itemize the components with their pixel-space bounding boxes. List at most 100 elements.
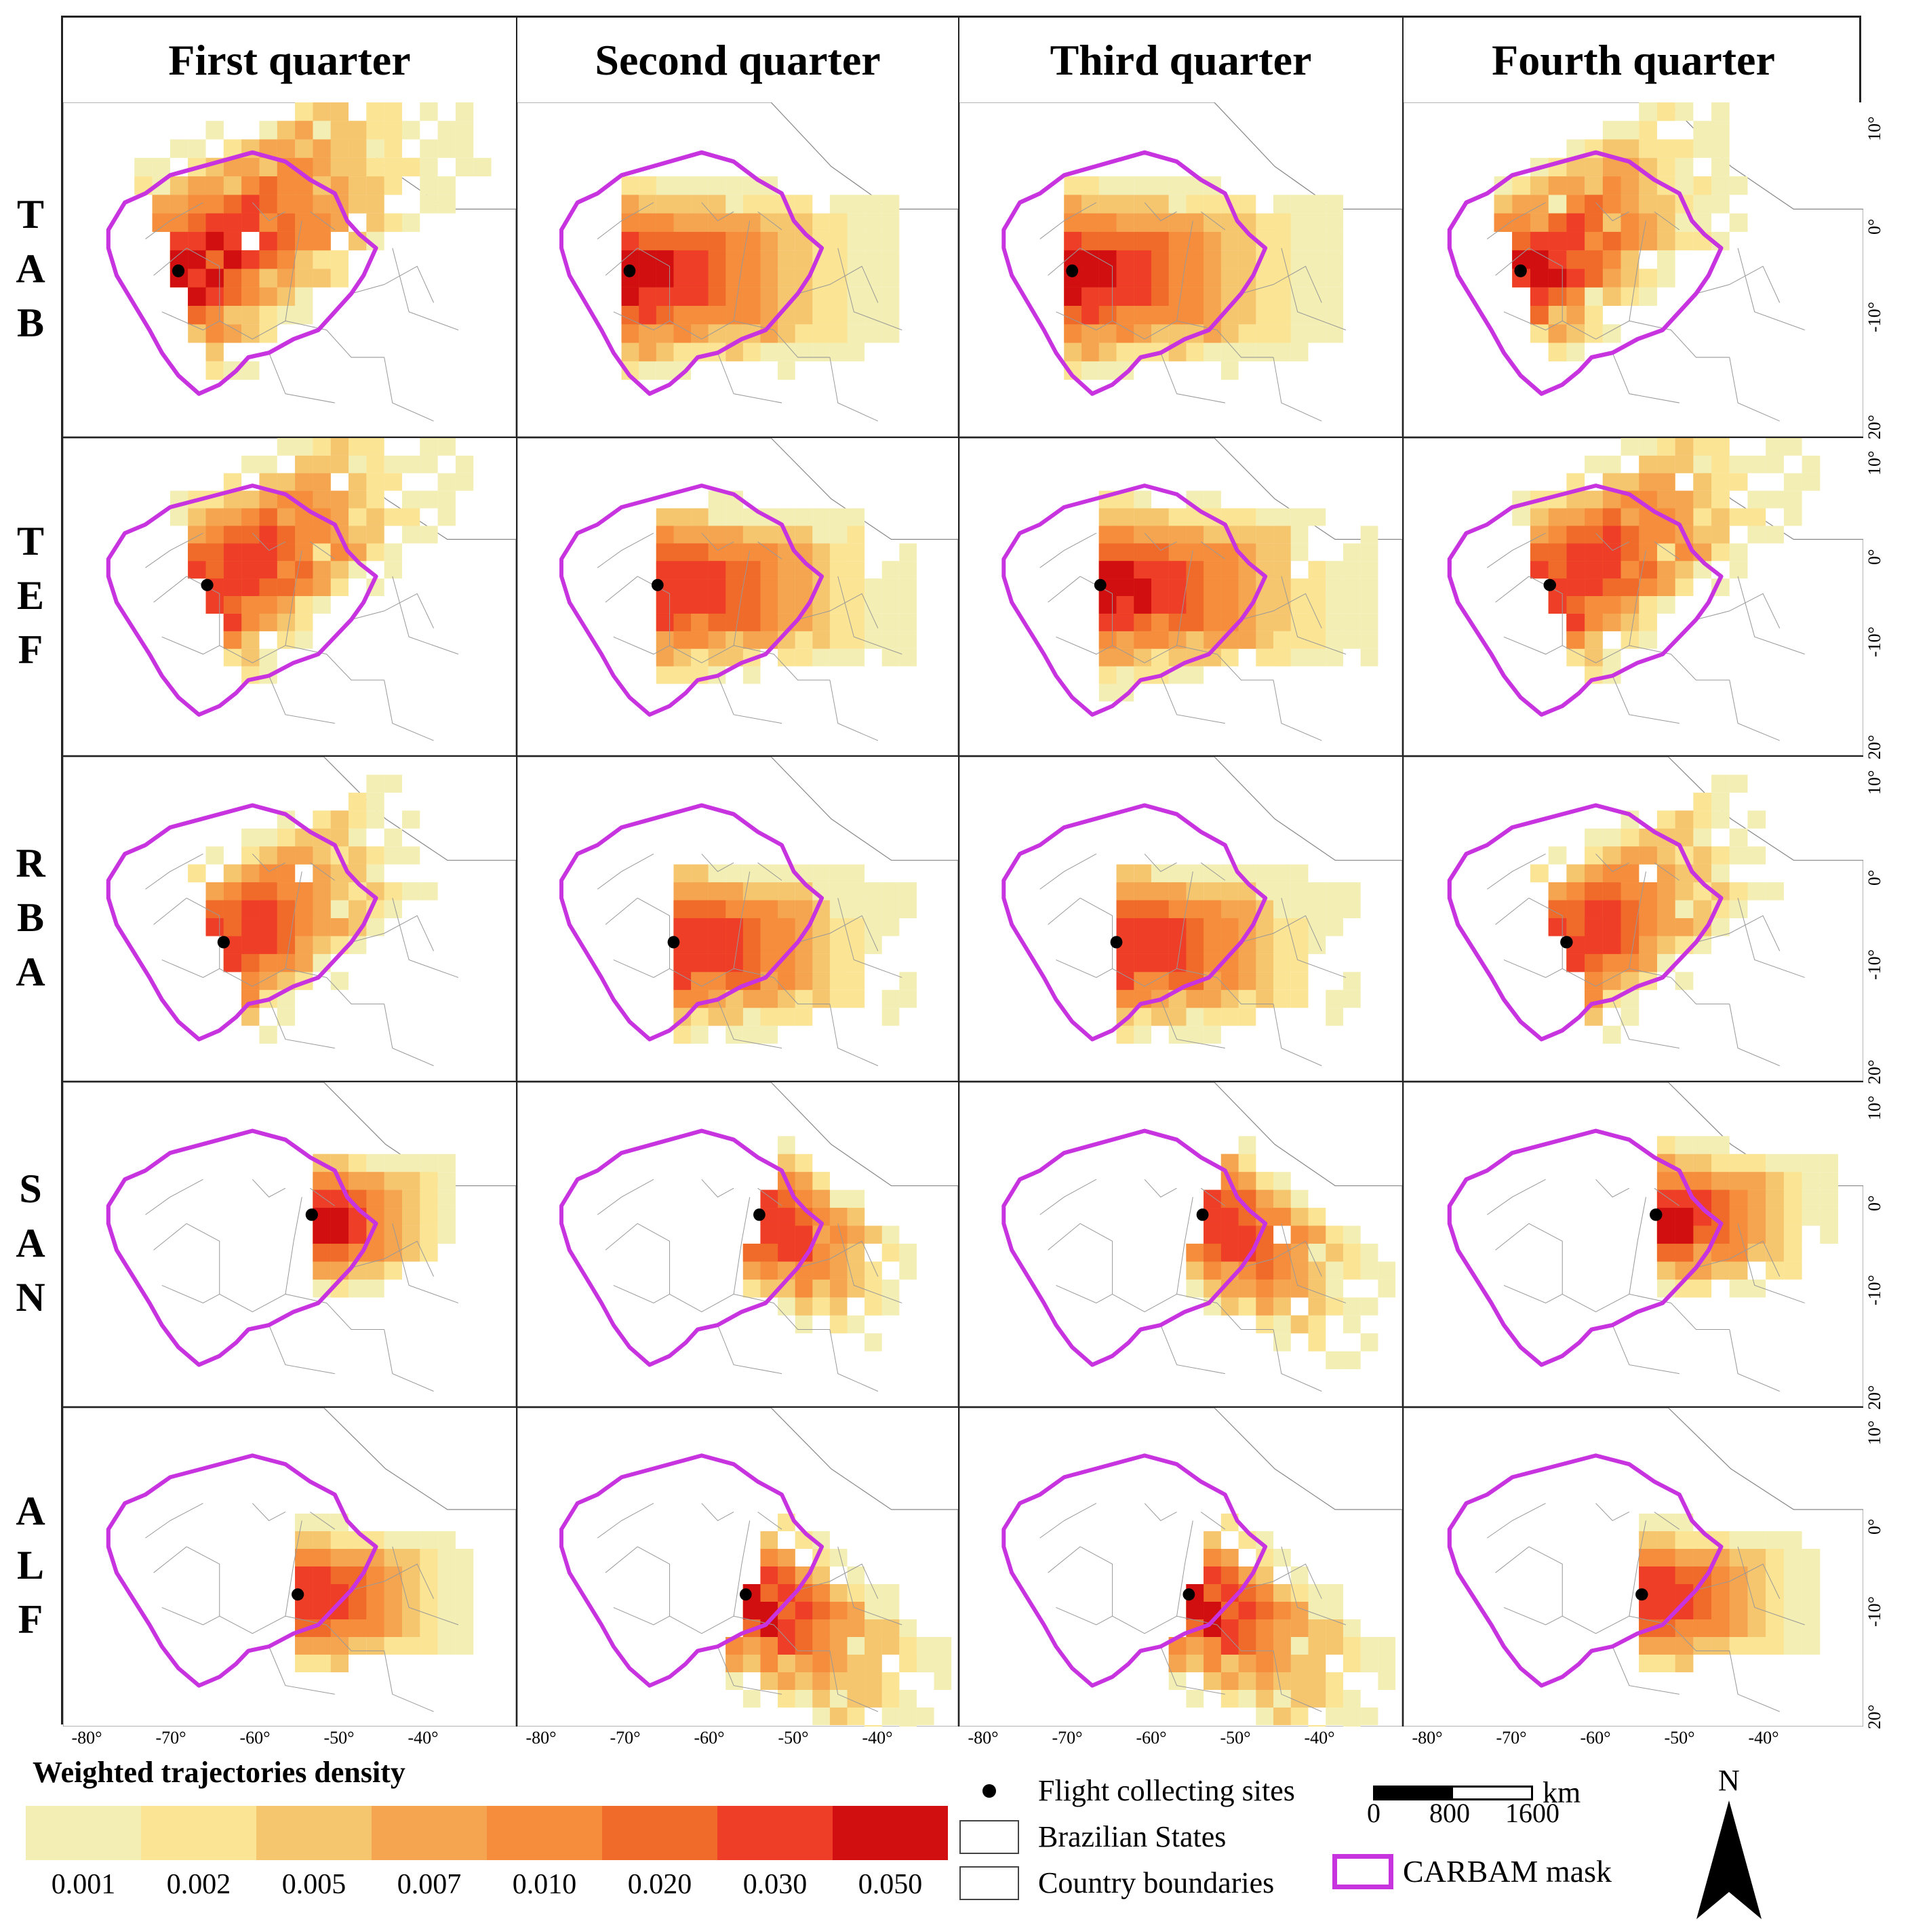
density-cell [437,1225,456,1244]
density-cell [1639,918,1657,937]
density-cell [1621,596,1639,614]
state-boundary [637,576,671,646]
density-cell [188,864,206,883]
state-boundary [1200,211,1226,231]
density-cell [1729,882,1748,901]
state-boundary [384,1329,434,1392]
density-cell [899,900,917,918]
density-cell [1343,900,1361,918]
density-cell [899,648,917,667]
density-cell [1675,102,1694,121]
density-cell [742,631,761,649]
density-cell [420,438,438,456]
density-cell [847,864,865,883]
state-boundary [733,968,830,1005]
density-cell [1186,918,1204,937]
density-cell [349,900,367,918]
density-cell [223,648,242,667]
density-cell [1602,828,1621,847]
carbam-mask-outline [106,484,378,717]
density-cell [437,508,456,526]
density-cell [1168,900,1187,918]
density-cell [1566,231,1585,251]
density-cell [1693,195,1712,214]
state-boundary [1281,898,1347,978]
density-cell [1530,305,1549,325]
density-cell [760,1008,778,1026]
density-cell [1585,918,1603,937]
density-cell [1621,882,1639,901]
density-cell [726,213,743,232]
density-cell [349,157,367,177]
density-cell [1639,231,1657,251]
density-cell [691,324,709,343]
density-cell [241,882,260,901]
density-cell [673,561,692,579]
density-cell [1116,213,1134,232]
density-cell [1308,250,1326,269]
density-cell [778,596,795,614]
density-cell [277,508,296,526]
density-cell [1151,578,1169,597]
density-cell [313,195,331,214]
density-cell [742,287,761,306]
density-cell [795,342,813,361]
state-boundary [637,248,671,321]
density-cell [205,561,224,579]
density-cell [673,508,692,526]
state-boundary [733,220,751,321]
density-cell [742,269,761,288]
density-cell [1273,578,1291,597]
density-cell [1134,613,1151,631]
density-cell [795,1154,813,1172]
density-cell [1151,508,1169,526]
density-cell [1204,864,1221,883]
density-cell [1566,882,1585,901]
density-cell [259,508,277,526]
density-cell [366,438,384,456]
state-boundary [1654,541,1680,559]
density-cell [1602,578,1621,597]
density-cell [847,1243,865,1262]
density-cell [1530,176,1549,195]
density-cell [760,543,778,561]
density-cell [726,936,743,954]
density-cell [1186,231,1204,251]
density-cell [1675,972,1694,990]
density-cell [1548,846,1567,865]
density-cell [1204,213,1221,232]
density-cell [1621,231,1639,251]
density-cell [1343,989,1361,1008]
density-cell [812,305,830,325]
density-cell [1326,231,1343,251]
density-cell [742,989,761,1008]
density-cell [691,864,709,883]
density-cell [313,596,331,614]
density-cell [656,508,674,526]
density-cell [726,596,743,614]
density-cell [384,213,402,232]
state-boundary [351,265,435,303]
density-cell [1656,900,1675,918]
density-cell [656,324,674,343]
density-cell [277,121,296,140]
density-cell [1308,287,1326,306]
density-cell [1204,900,1221,918]
state-boundary [1273,1004,1322,1067]
density-cell [1602,1025,1621,1044]
density-cell [778,972,795,990]
state-boundary [829,1004,879,1067]
density-cell [673,864,692,883]
carbam-mask-outline [106,1128,378,1367]
density-cell [708,250,726,269]
state-boundary [384,679,434,741]
density-cell [384,473,402,491]
density-cell [847,1225,865,1244]
density-cell [1766,526,1784,544]
density-cell [366,213,384,232]
density-cell [1656,455,1675,473]
density-cell [1290,972,1309,990]
density-cell [134,157,153,177]
density-cell [366,543,384,561]
density-cell [1602,543,1621,561]
